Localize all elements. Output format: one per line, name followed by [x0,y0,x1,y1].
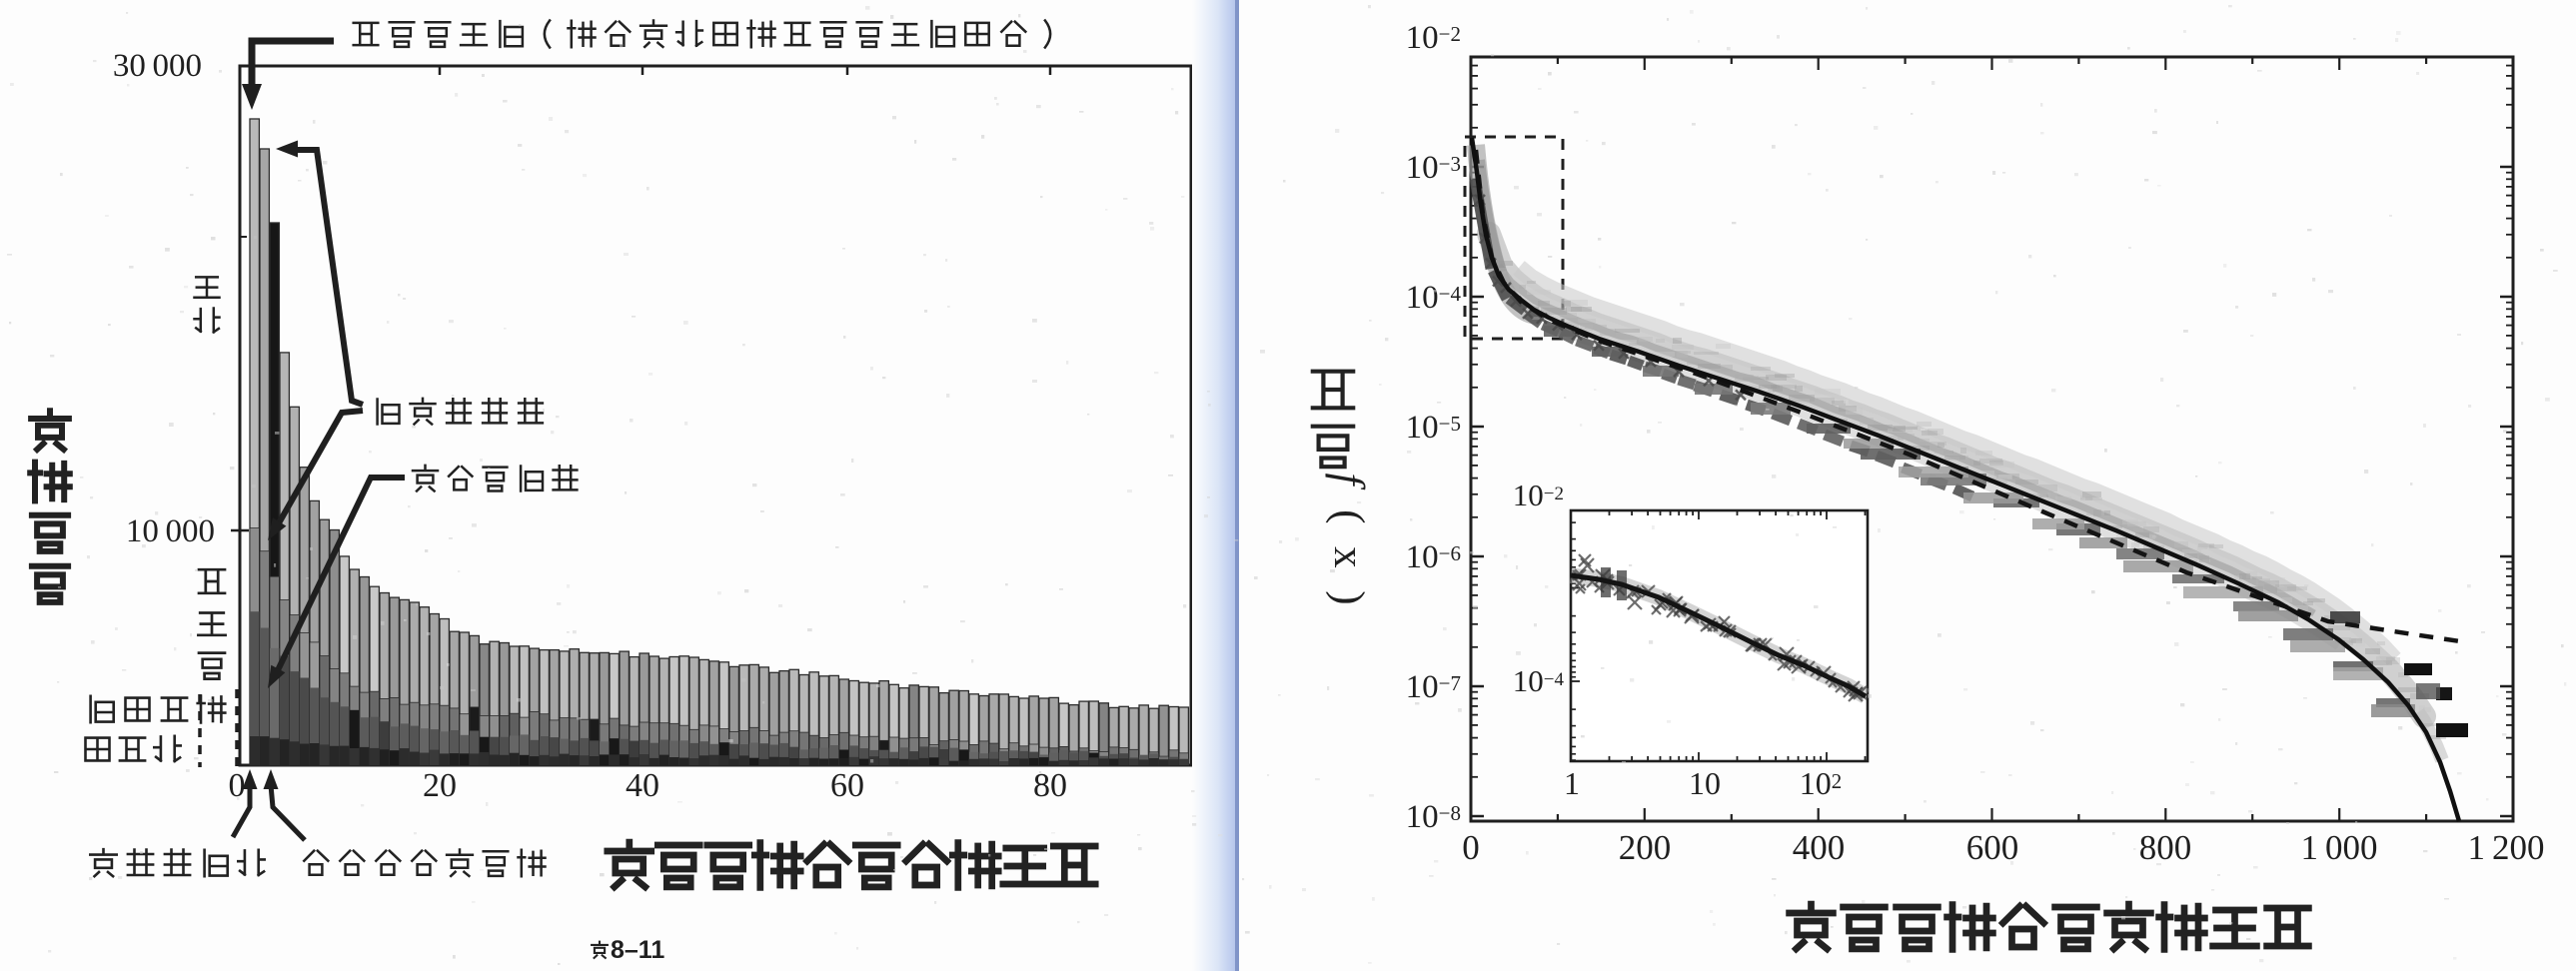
svg-text:1: 1 [1564,765,1580,801]
svg-text:10−4: 10−4 [1513,663,1565,698]
svg-text:60: 60 [830,767,864,804]
svg-text:10 000: 10 000 [126,513,215,549]
svg-text:0: 0 [229,767,246,804]
svg-text:30 000: 30 000 [113,48,202,84]
svg-text:102: 102 [1800,765,1843,801]
svg-text:80: 80 [1033,767,1067,804]
svg-text:40: 40 [626,767,659,804]
svg-text:f ( x ): f ( x ) [1325,473,1372,611]
svg-text:20: 20 [423,767,457,804]
svg-text:8–11: 8–11 [611,936,664,964]
svg-text:10−5: 10−5 [1406,410,1461,446]
svg-text:1 000: 1 000 [2300,828,2377,867]
svg-text:0: 0 [1462,828,1480,867]
svg-text:800: 800 [2139,828,2192,867]
svg-text:10: 10 [1689,765,1721,801]
svg-text:200: 200 [1619,828,1672,867]
svg-text:400: 400 [1793,828,1846,867]
svg-text:600: 600 [1966,828,2019,867]
svg-text:1 200: 1 200 [2467,828,2544,867]
